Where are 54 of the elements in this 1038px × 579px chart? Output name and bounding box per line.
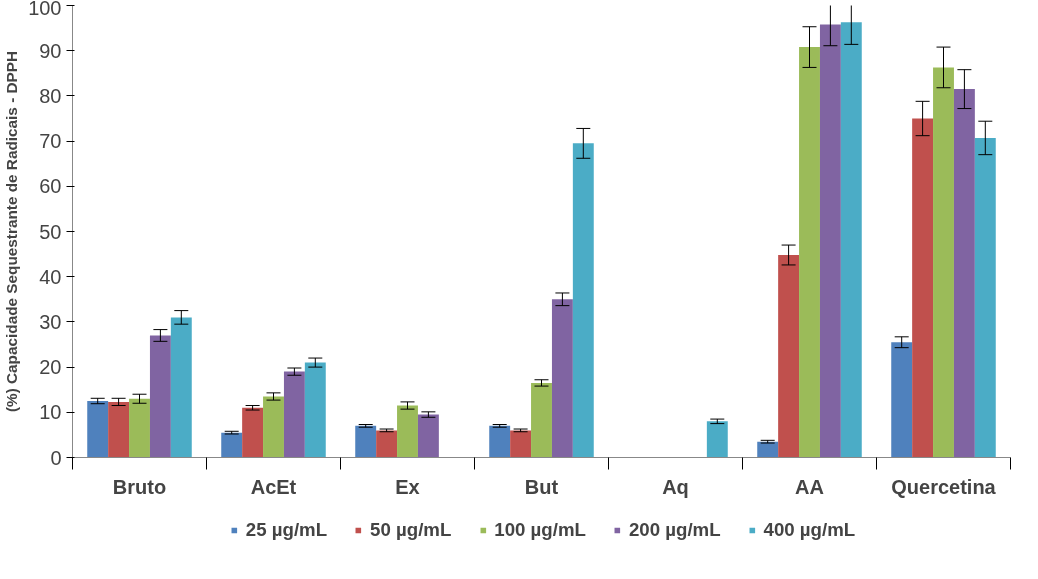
bar [551,299,573,458]
legend-label: 200 µg/mL [628,519,721,541]
bar [417,414,439,458]
bar [974,137,996,458]
bar [376,430,398,458]
y-axis-title: (%) Capacidade Sequestrante de Radicais - DPPH [3,50,21,413]
x-tick-label: Bruto [112,475,167,498]
bar [757,441,779,458]
y-tick-label: 90 [39,39,62,62]
bar [170,317,192,458]
x-tick-label: Aq [662,475,689,498]
bar [510,430,532,458]
bar [283,371,305,458]
bar [933,67,954,458]
bar [778,255,800,458]
bar [242,407,264,458]
bar [221,432,243,458]
y-tick-label: 80 [39,84,62,107]
bar [799,47,820,458]
y-tick-label: 30 [39,310,62,333]
bar [891,342,913,458]
y-tick-label: 60 [39,175,62,198]
x-tick-label: But [524,475,559,498]
bar [489,425,511,458]
legend-label: 100 µg/mL [494,519,586,541]
bar [304,362,326,458]
y-tick-label: 0 [50,446,62,469]
bar [706,421,728,458]
bar [149,335,171,458]
y-tick-label: 10 [39,401,62,424]
bar [531,382,552,458]
bar [819,24,841,458]
y-tick-label: 40 [39,265,62,288]
x-tick-label: AcEt [250,475,297,498]
bar [912,118,934,458]
bar [953,89,975,458]
bar [129,398,150,458]
bar [572,143,594,458]
x-tick-label: Quercetina [891,475,997,498]
x-tick-label: AA [795,475,824,498]
bar [108,401,130,458]
bar [397,405,418,458]
bar [263,396,284,458]
y-tick-label: 50 [39,220,62,243]
y-tick-label: 20 [39,356,62,379]
y-tick-label: 100 [28,0,62,19]
legend-label: 25 µg/mL [245,519,328,541]
y-tick-label: 70 [39,130,62,153]
legend-label: 400 µg/mL [763,519,856,541]
bar [840,22,862,458]
x-tick-label: Ex [395,475,420,498]
bar [355,425,377,458]
bar [87,401,109,458]
legend-label: 50 µg/mL [370,519,452,541]
